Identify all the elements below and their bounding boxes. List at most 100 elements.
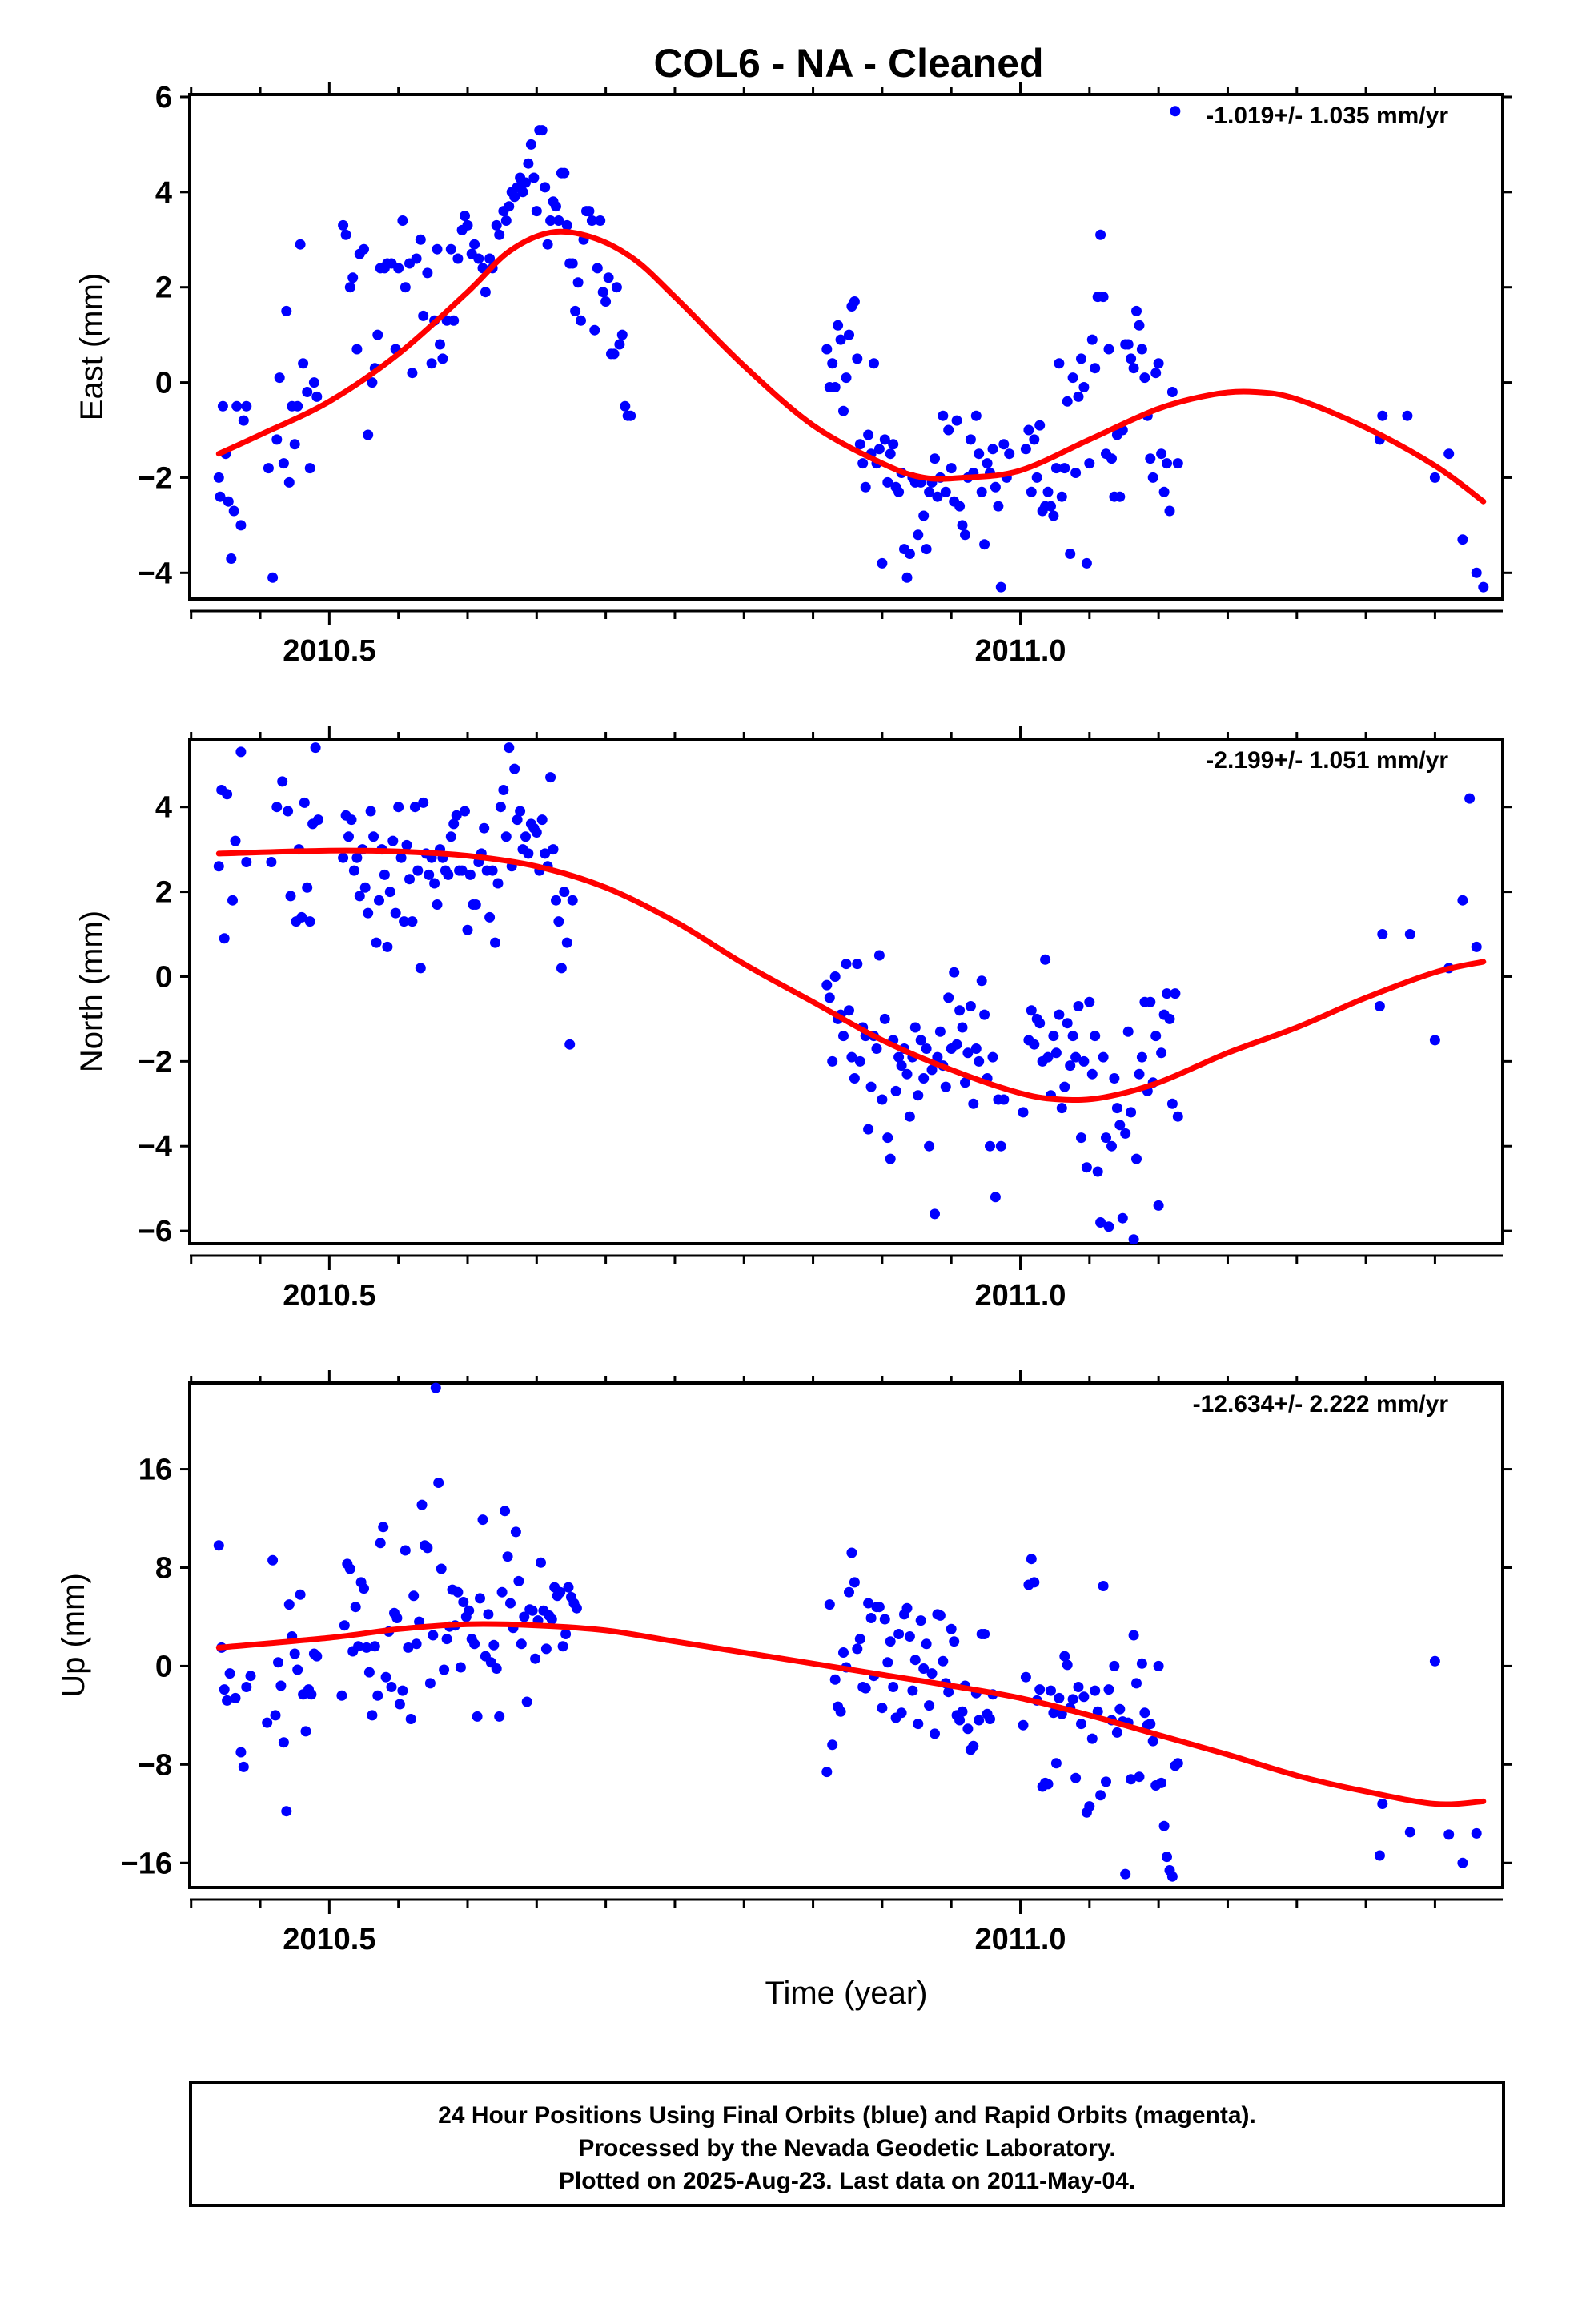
data-point [1156,1777,1167,1788]
data-point [1084,458,1095,469]
data-point [1042,486,1054,497]
data-point [1031,472,1042,483]
data-point [1042,1051,1054,1063]
data-point [536,1557,546,1568]
data-point [460,211,470,222]
panels: 2010.5 2011.0 −4 −2 0 2 4 6 East (mm) -1.019+/- 1… [56,81,1512,2011]
data-point [369,1641,380,1652]
data-point [1122,339,1134,350]
data-point [491,219,502,231]
data-point [561,219,572,231]
data-point [1145,996,1156,1007]
data-point [435,339,445,350]
data-point [586,215,597,226]
data-point [957,520,968,531]
data-point [1377,1799,1388,1809]
data-point [835,334,846,345]
data-point [1078,382,1090,392]
data-point [302,882,313,893]
data-point [1162,988,1172,999]
data-point [361,1642,372,1653]
data-point [954,501,966,512]
data-point [523,848,534,859]
data-point [1090,363,1101,374]
data-point [896,1060,907,1072]
data-point [283,1599,295,1610]
data-point [346,814,357,826]
data-point [924,486,935,497]
x-tick-label: 2010.5 [283,1923,375,1956]
data-point [1147,1735,1158,1747]
data-point [1162,1852,1172,1863]
data-point [915,1035,926,1046]
data-point [456,865,468,876]
data-point [1073,391,1084,402]
data-point [1070,1051,1082,1063]
data-point [1095,1217,1106,1228]
data-point [995,1140,1006,1152]
data-point [407,368,418,379]
data-point [473,253,484,264]
data-point [500,215,512,226]
data-point [241,400,252,412]
data-point [311,391,323,402]
data-point [949,967,960,978]
data-point [1126,1107,1137,1118]
data-point [411,253,422,264]
data-point [277,776,288,787]
data-point [904,1111,915,1122]
panel-north: 2010.5 2011.0 −6 −4 −2 0 2 4 North (mm) -2.199+/-… [74,726,1512,1313]
data-point [970,1043,982,1054]
data-point [873,1602,885,1613]
x-tick-label: 2010.5 [283,1279,375,1313]
x-axis-label: Time (year) [765,1976,928,2011]
data-point [625,410,636,421]
y-tick-label: 0 [155,1650,172,1683]
data-point [418,797,429,808]
data-point [1018,1107,1029,1118]
data-point [877,1703,888,1714]
data-point [295,1589,306,1600]
data-point [424,1678,436,1689]
data-point [540,1643,552,1655]
data-point [827,358,838,369]
data-point [1034,1684,1046,1695]
data-point [943,424,954,436]
y-tick-label: −4 [138,1130,172,1164]
data-point [1457,895,1468,906]
data-point [960,529,970,541]
data-point [589,324,600,336]
data-point [1103,1221,1114,1232]
data-point [480,287,491,298]
data-point [1136,344,1147,355]
data-point [262,1717,273,1728]
data-point [338,219,349,231]
data-point [283,806,294,817]
data-point [595,215,606,226]
data-point [310,742,321,754]
data-point [1054,358,1065,369]
data-point [409,802,420,813]
data-point [509,763,520,774]
data-point [384,887,396,898]
data-point [439,1664,450,1675]
data-point [344,1563,355,1574]
data-point [960,1077,970,1088]
data-point [1150,1031,1162,1042]
data-point [857,458,869,469]
data-point [545,772,556,783]
data-point [363,429,374,440]
data-point [504,742,515,754]
data-point [1457,534,1468,545]
plot-frame [188,1381,1504,1889]
data-point [222,789,233,800]
data-point [432,243,443,255]
data-point [938,410,949,421]
data-point [979,1009,990,1020]
data-point [553,916,564,927]
x-tick-label: 2011.0 [974,1279,1066,1313]
data-point [448,315,460,326]
data-point [289,1648,300,1659]
data-point [512,814,523,826]
